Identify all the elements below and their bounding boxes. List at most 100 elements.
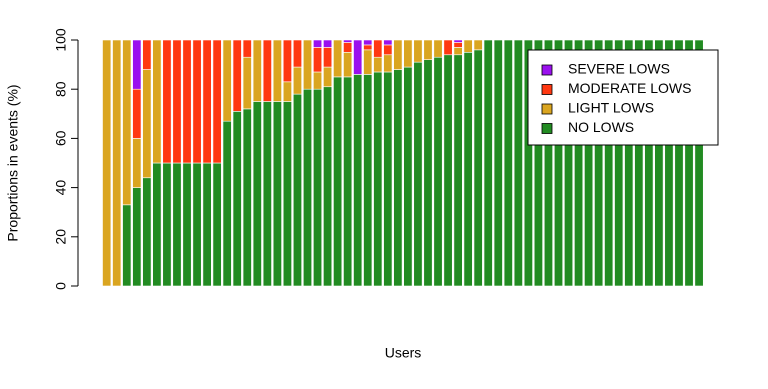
bar-segment xyxy=(523,39,533,287)
bar-segment xyxy=(282,81,292,102)
bar-segment xyxy=(493,39,503,287)
bar-segment xyxy=(122,39,132,206)
bar-segment xyxy=(363,44,373,51)
bar-segment xyxy=(443,54,453,287)
bar-segment xyxy=(292,66,302,95)
bar-segment xyxy=(343,51,353,78)
legend-label: LIGHT LOWS xyxy=(568,100,654,116)
y-tick-label: 80 xyxy=(53,81,69,97)
bar-segment xyxy=(192,162,202,287)
bar-segment xyxy=(393,39,403,70)
bar-segment xyxy=(363,74,373,287)
y-tick-label: 0 xyxy=(53,282,69,290)
bar-segment xyxy=(674,39,684,287)
legend-box xyxy=(527,49,719,146)
bar-segment xyxy=(433,39,443,58)
bar-segment xyxy=(272,39,282,102)
legend-swatch xyxy=(541,64,553,76)
bar-segment xyxy=(363,39,373,46)
bar-segment xyxy=(242,39,252,58)
bar-segment xyxy=(373,39,383,58)
bar-segment xyxy=(453,47,463,56)
bar-segment xyxy=(423,39,433,60)
bar-segment xyxy=(242,108,252,287)
bar-segment xyxy=(323,47,333,68)
bar-segment xyxy=(142,69,152,179)
bar-segment xyxy=(282,39,292,83)
bar-segment xyxy=(112,39,122,287)
bar-segment xyxy=(142,39,152,70)
bar-segment xyxy=(242,56,252,110)
bar-segment xyxy=(513,39,523,287)
y-tick-label: 60 xyxy=(53,130,69,146)
bar-segment xyxy=(132,187,142,287)
bar-segment xyxy=(202,39,212,164)
y-axis-label: Proportions in events (%) xyxy=(5,84,21,241)
bar-segment xyxy=(393,69,403,287)
y-tick-label: 100 xyxy=(53,28,69,52)
bar-segment xyxy=(664,39,674,287)
bar-segment xyxy=(292,93,302,287)
bar-segment xyxy=(473,49,483,287)
bar-segment xyxy=(152,39,162,164)
bar-segment xyxy=(313,47,323,73)
bar-segment xyxy=(584,39,594,287)
legend-swatch xyxy=(541,84,553,95)
bar-segment xyxy=(543,39,553,287)
bar-segment xyxy=(343,42,353,53)
bar-segment xyxy=(453,42,463,48)
bar-segment xyxy=(122,204,132,287)
bar-segment xyxy=(252,39,262,102)
bar-segment xyxy=(463,51,473,287)
bar-segment xyxy=(192,39,202,164)
legend-swatch xyxy=(541,123,553,134)
bar-segment xyxy=(232,39,242,112)
bar-segment xyxy=(413,39,423,63)
bar-segment xyxy=(634,39,644,287)
bar-segment xyxy=(373,56,383,73)
bar-segment xyxy=(323,39,333,48)
bar-segment xyxy=(202,162,212,287)
bar-segment xyxy=(102,39,112,287)
bar-segment xyxy=(383,39,393,46)
bar-segment xyxy=(142,177,152,287)
bar-segment xyxy=(313,88,323,287)
bar-segment xyxy=(564,39,574,287)
bar-segment xyxy=(333,76,343,287)
bar-segment xyxy=(162,162,172,287)
bar-segment xyxy=(323,66,333,88)
bar-segment xyxy=(212,39,222,164)
bar-segment xyxy=(503,39,513,287)
bar-segment xyxy=(473,39,483,51)
bar-segment xyxy=(483,39,493,287)
bar-segment xyxy=(453,54,463,287)
bar-segment xyxy=(614,39,624,287)
bar-segment xyxy=(533,39,543,287)
bar-segment xyxy=(684,39,694,287)
bar-segment xyxy=(403,66,413,287)
bar-segment xyxy=(353,74,363,287)
bar-segment xyxy=(262,39,272,102)
bar-segment xyxy=(132,138,142,188)
legend-swatch xyxy=(541,103,553,115)
bar-segment xyxy=(172,39,182,164)
bar-segment xyxy=(232,111,242,287)
bar-segment xyxy=(403,39,413,68)
bar-segment xyxy=(162,39,172,164)
bar-segment xyxy=(373,71,383,287)
bar-segment xyxy=(574,39,584,287)
bar-segment xyxy=(343,39,353,43)
bar-segment xyxy=(132,39,142,90)
bar-segment xyxy=(343,76,353,287)
bar-segment xyxy=(222,120,232,287)
legend-label: SEVERE LOWS xyxy=(568,61,670,77)
bar-segment xyxy=(292,39,302,68)
bar-segment xyxy=(624,39,634,287)
bar-segment xyxy=(353,39,363,75)
bar-segment xyxy=(132,88,142,139)
bar-segment xyxy=(302,88,312,287)
legend-label: NO LOWS xyxy=(568,119,634,135)
bar-segment xyxy=(212,162,222,287)
bar-segment xyxy=(453,39,463,43)
